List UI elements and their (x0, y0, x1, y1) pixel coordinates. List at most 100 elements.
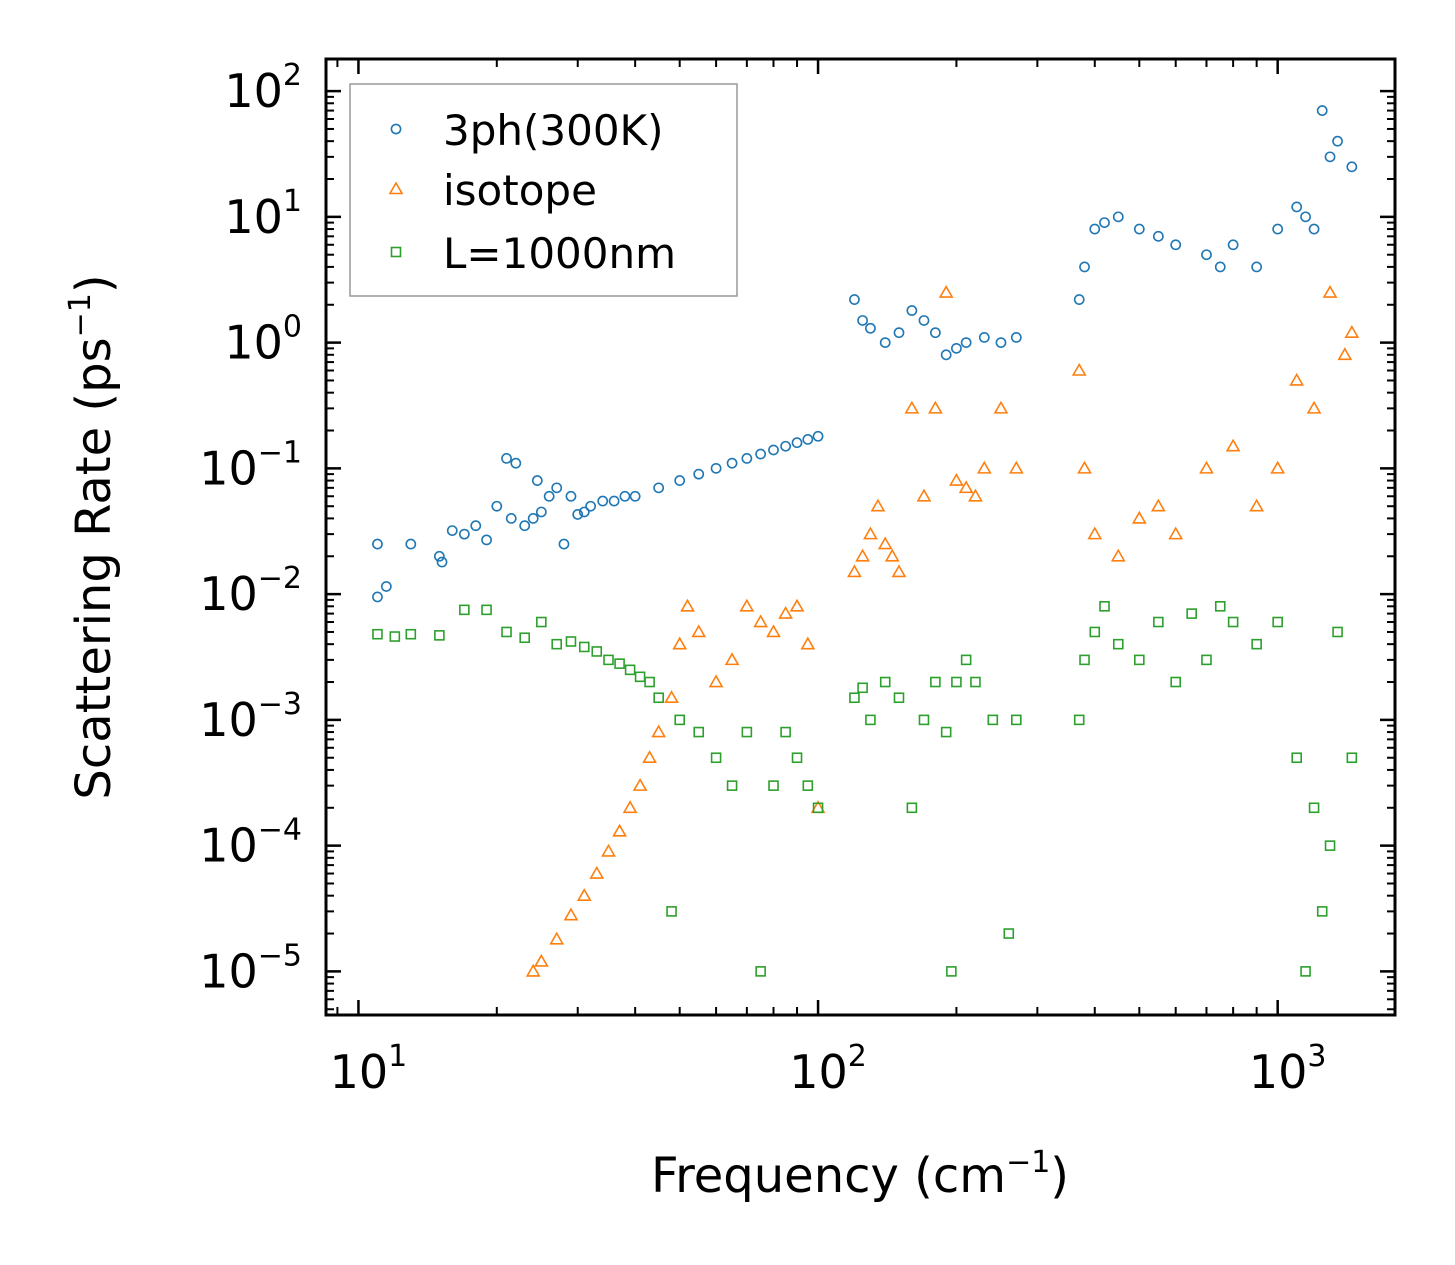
data-point (1134, 654, 1145, 666)
data-point (1227, 239, 1239, 251)
data-point (405, 538, 417, 550)
data-point (755, 448, 767, 460)
data-point (930, 676, 941, 688)
data-point (879, 676, 891, 688)
data-point (608, 495, 620, 507)
data-point (551, 482, 563, 494)
data-point (1291, 201, 1303, 213)
data-point (1010, 332, 1022, 343)
data-point (1152, 230, 1164, 242)
data-point (1186, 608, 1197, 619)
data-point (802, 780, 814, 791)
data-point (906, 305, 918, 316)
data-point (1337, 347, 1353, 361)
data-point (491, 500, 503, 512)
series-2 (372, 601, 1358, 977)
plot-frame (324, 57, 1397, 1017)
data-point (1332, 135, 1343, 147)
data-point (993, 400, 1009, 414)
data-point (1089, 626, 1101, 638)
data-point (578, 641, 590, 653)
data-point (549, 931, 565, 945)
series-0 (372, 105, 1358, 603)
data-point (940, 349, 952, 361)
data-point (551, 638, 563, 650)
data-point (576, 888, 592, 901)
data-point (739, 598, 755, 612)
data-point (632, 778, 648, 791)
data-point (1227, 616, 1239, 628)
data-point (531, 475, 543, 486)
data-point (664, 690, 679, 704)
data-point (372, 591, 383, 603)
data-point (533, 953, 549, 967)
y-axis-label-end: ) (66, 274, 122, 293)
data-point (918, 315, 930, 326)
data-point (597, 495, 609, 507)
data-point (726, 457, 738, 469)
data-point (666, 906, 677, 917)
data-point (951, 342, 962, 354)
data-point (653, 692, 664, 704)
data-point (436, 556, 448, 568)
data-point (434, 630, 445, 641)
data-point (612, 823, 627, 837)
data-point (565, 490, 577, 502)
y-tick-label: 102 (224, 58, 302, 118)
y-tick-label: 100 (224, 310, 302, 370)
legend-box (349, 83, 738, 297)
y-tick-label: 101 (224, 184, 302, 244)
data-point (800, 636, 816, 650)
data-point (780, 726, 791, 738)
data-point (674, 714, 685, 726)
data-point (906, 802, 918, 814)
data-point (642, 750, 657, 764)
data-point (987, 714, 999, 726)
data-point (928, 400, 943, 414)
data-point (680, 598, 695, 612)
data-point (1346, 752, 1358, 764)
data-point (877, 536, 893, 550)
data-point (563, 907, 579, 921)
data-point (1251, 638, 1262, 650)
data-point (812, 430, 824, 442)
data-point (589, 865, 605, 879)
x-tick-label: 102 (789, 1039, 867, 1099)
data-point (791, 752, 803, 764)
data-point (1170, 239, 1182, 251)
data-point (505, 513, 517, 524)
data-point (501, 626, 512, 638)
data-point (978, 332, 990, 343)
data-point (849, 692, 860, 704)
legend-marker-0 (390, 123, 402, 135)
y-axis-label-sup: −1 (63, 293, 98, 337)
data-point (1099, 601, 1110, 612)
y-tick-label: 10−2 (199, 561, 302, 621)
data-point (1308, 223, 1320, 235)
data-point (527, 513, 539, 524)
data-point (1089, 223, 1101, 235)
data-point (970, 676, 981, 688)
data-point (693, 468, 705, 480)
data-point (812, 802, 824, 814)
data-point (802, 433, 814, 445)
legend: 3ph(300K) isotope L=1000nm (349, 83, 738, 297)
data-point (1324, 840, 1336, 851)
data-point (891, 564, 907, 578)
x-tick-labels: 101 102 103 (330, 1039, 1327, 1099)
data-point (1201, 654, 1212, 666)
data-point (849, 294, 860, 305)
data-point (1110, 548, 1126, 562)
data-point (755, 966, 766, 977)
data-point (389, 631, 401, 642)
data-point (565, 636, 577, 647)
x-axis-label-text: Frequency (cm (651, 1148, 1006, 1204)
data-point (1300, 211, 1311, 223)
data-point (940, 726, 952, 738)
data-point (780, 440, 792, 452)
data-point (619, 490, 631, 502)
data-point (968, 488, 983, 502)
data-point (1153, 616, 1164, 628)
data-point (870, 498, 886, 512)
data-point (726, 780, 738, 791)
